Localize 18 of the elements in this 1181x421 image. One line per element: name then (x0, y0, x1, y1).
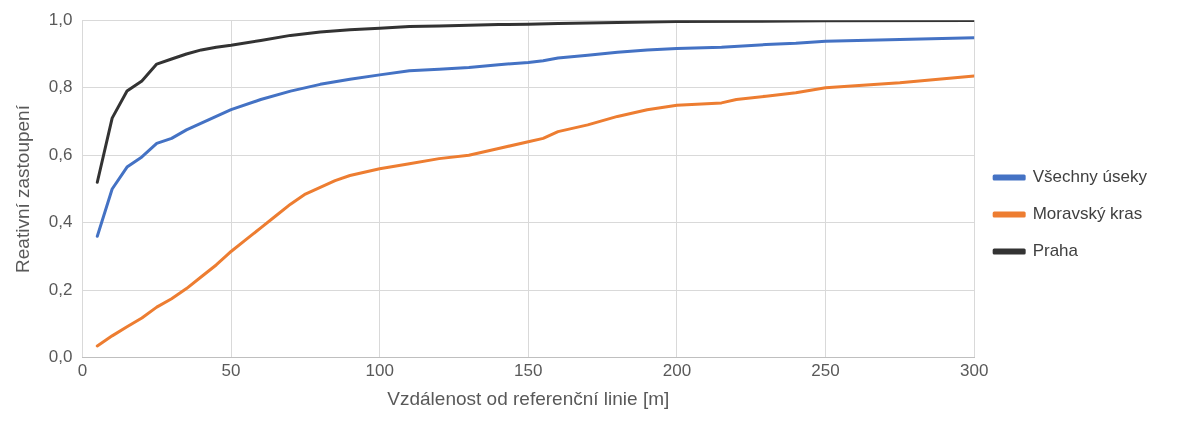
y-axis-title: Reativní zastoupení (11, 104, 33, 273)
x-tick-label: 250 (811, 360, 840, 380)
x-tick-label: 0 (77, 360, 88, 380)
legend-label: Praha (1032, 241, 1079, 261)
x-tick-label: 200 (662, 360, 692, 380)
y-tick-label: 0,4 (48, 212, 73, 232)
x-tick-label: 150 (514, 360, 543, 380)
y-tick-label: 0,6 (48, 144, 73, 164)
y-tick-label: 0,0 (48, 347, 73, 367)
x-axis-title: Vzdálenost od referenční linie [m] (387, 387, 670, 409)
y-tick-label: 0,2 (48, 279, 73, 299)
legend-label: Všechny úseky (1032, 167, 1148, 187)
x-tick-label: 300 (959, 360, 989, 380)
y-tick-label: 1,0 (48, 9, 73, 29)
legend-label: Moravský kras (1032, 204, 1143, 224)
x-tick-label: 50 (221, 360, 241, 380)
x-tick-label: 100 (365, 360, 394, 380)
y-tick-label: 0,8 (48, 77, 73, 97)
